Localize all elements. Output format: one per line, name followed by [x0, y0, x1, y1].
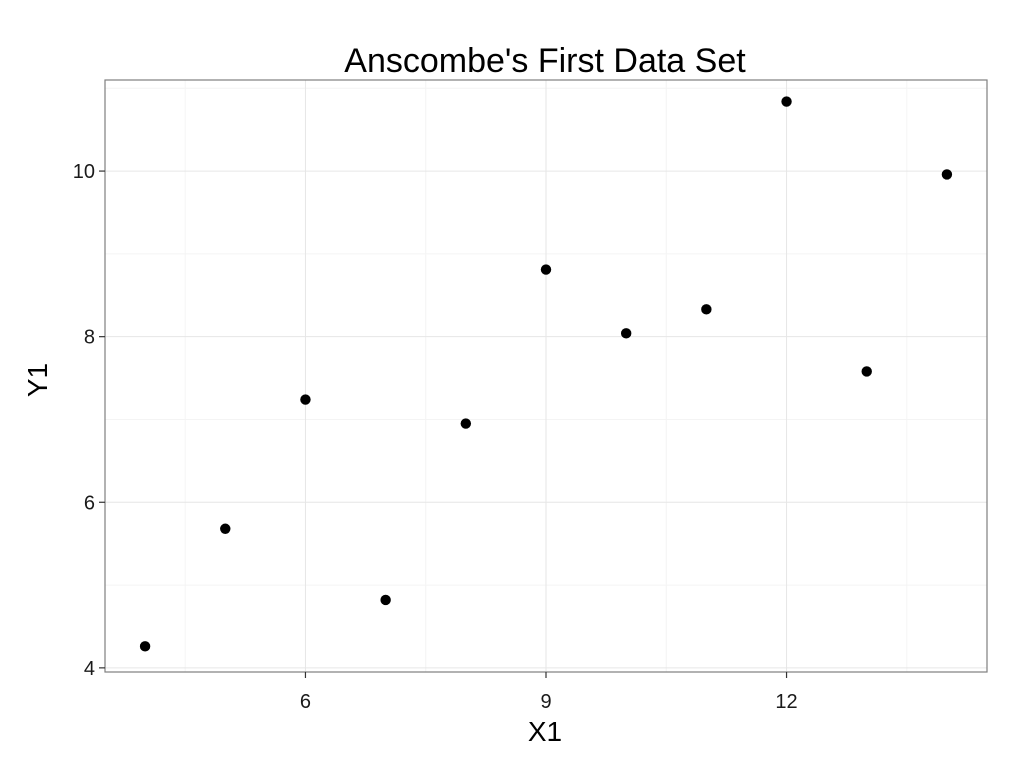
data-point — [701, 304, 712, 315]
data-point — [861, 366, 872, 377]
data-point — [460, 418, 472, 429]
data-point — [300, 394, 311, 405]
data-point — [139, 641, 151, 652]
data-point — [540, 264, 552, 275]
x-tick-label: 9 — [540, 691, 551, 713]
x-axis: 6 9 12 — [300, 672, 798, 713]
y-axis-title: Y1 — [22, 363, 53, 397]
x-tick-label: 6 — [300, 691, 311, 713]
x-axis-title: X1 — [528, 716, 562, 747]
data-point — [781, 96, 792, 107]
y-axis: 4 6 8 10 — [73, 161, 105, 680]
data-point — [941, 169, 953, 180]
x-tick-label: 12 — [775, 691, 797, 713]
plot-panel — [104, 79, 988, 673]
data-points — [139, 96, 953, 652]
grid-lines — [105, 80, 987, 672]
y-tick-label: 8 — [84, 327, 95, 349]
y-tick-label: 6 — [84, 492, 95, 514]
y-tick-label: 10 — [73, 161, 95, 183]
data-point — [380, 594, 391, 606]
y-tick-label: 4 — [84, 658, 95, 680]
data-point — [620, 328, 632, 339]
chart-title: Anscombe's First Data Set — [344, 42, 746, 80]
data-point — [220, 523, 231, 534]
